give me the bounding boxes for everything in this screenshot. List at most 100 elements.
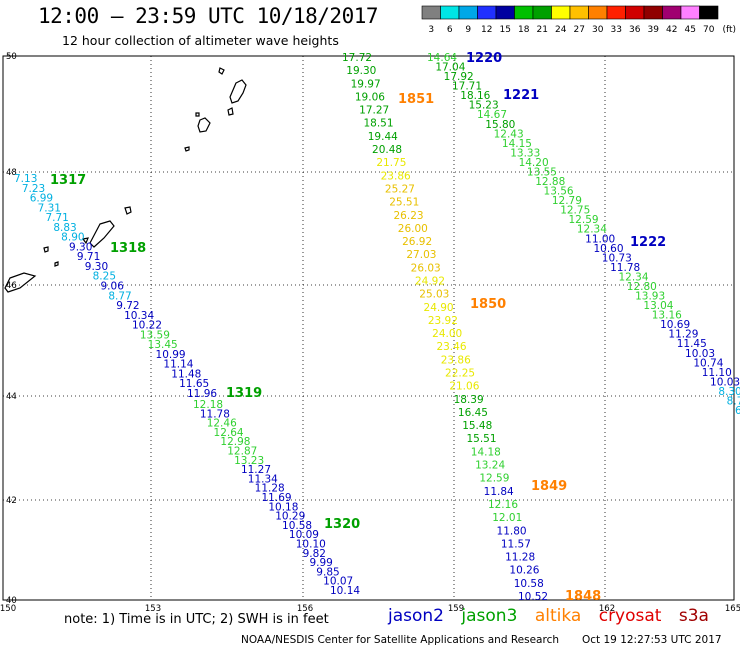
swh-value: 14.18: [471, 446, 501, 458]
swh-value: 9.85: [316, 566, 339, 578]
lat-tick-label: 48: [6, 168, 17, 178]
swh-value: 12.59: [569, 214, 599, 226]
colorbar-label: 9: [465, 25, 471, 35]
swh-value: 10.03: [685, 348, 715, 360]
swh-value: 11.57: [501, 538, 531, 550]
swh-value: 9.72: [116, 300, 139, 312]
swh-value: 10.73: [602, 252, 632, 264]
swh-value: 8.30: [718, 386, 740, 398]
pass-number-label: 1220: [466, 51, 502, 66]
colorbar-label: 42: [666, 25, 677, 35]
swh-value: 10.09: [289, 529, 319, 541]
swh-value: 11.48: [171, 368, 201, 380]
pass-number-label: 1317: [50, 173, 86, 188]
swh-value: 9.30: [69, 241, 92, 253]
swh-value: 10.58: [514, 578, 544, 590]
swh-value: 14.15: [502, 138, 532, 150]
swh-value: 12.43: [494, 128, 524, 140]
coastline: [81, 237, 89, 245]
swh-value: 12.01: [492, 512, 522, 524]
swh-value: 11.80: [497, 525, 527, 537]
swh-value: 11.45: [677, 338, 707, 350]
lon-tick-label: 150: [0, 604, 16, 614]
colorbar-label: 70: [703, 25, 715, 35]
swh-value: 11.78: [610, 262, 640, 274]
swh-value: 12.87: [227, 446, 257, 458]
swh-value: 8.83: [53, 222, 76, 234]
swh-value: 6.99: [30, 193, 53, 205]
swh-value: 10.74: [693, 357, 723, 369]
swh-value: 17.71: [452, 81, 482, 93]
swh-value: 11.69: [262, 492, 292, 504]
colorbar-label: 39: [648, 25, 660, 35]
colorbar-label: 21: [537, 25, 548, 35]
lat-tick-label: 46: [6, 281, 17, 291]
swh-value: 16.45: [458, 407, 488, 419]
colorbar-label: 30: [592, 25, 604, 35]
colorbar: 3 6 9 12 15 18 21 24 27 30 33 36 39 42 45 70 (ft): [421, 5, 736, 35]
swh-value: 10.22: [132, 320, 162, 332]
swh-value: 12.16: [488, 499, 518, 511]
swh-value: 12.75: [560, 205, 590, 217]
swh-value: 11.84: [484, 486, 514, 498]
lat-tick-label: 40: [6, 596, 17, 606]
swh-value: 10.18: [268, 501, 298, 513]
swh-value: 12.46: [207, 418, 237, 430]
coastline: [195, 112, 200, 117]
swh-value: 11.78: [200, 408, 230, 420]
lat-tick-label: 44: [6, 392, 17, 402]
lon-tick-label: 159: [448, 604, 464, 614]
swh-value: 23.86: [381, 170, 411, 182]
swh-value: 12.18: [193, 399, 223, 411]
swh-value: 15.23: [469, 100, 499, 112]
pass-number-label: 1851: [398, 92, 434, 107]
swh-value: 27.03: [406, 249, 436, 261]
swh-value: 11.65: [179, 378, 209, 390]
swh-value: 12.98: [220, 436, 250, 448]
swh-value: 25.03: [419, 289, 449, 301]
swh-value: 12.88: [535, 176, 565, 188]
colorbar-label: (ft): [722, 25, 736, 35]
swh-value: 15.80: [485, 119, 515, 131]
swh-value: 7.23: [22, 183, 45, 195]
swh-value: 11.27: [241, 464, 271, 476]
coastline: [43, 246, 49, 253]
legend-cryosat: cryosat: [598, 606, 662, 626]
swh-value: 22.25: [445, 368, 475, 380]
colorbar-label: 6: [447, 25, 453, 35]
swh-value: 21.06: [449, 381, 479, 393]
swh-value: 18.39: [454, 394, 484, 406]
coastline: [124, 206, 132, 215]
swh-value: 26.92: [402, 236, 432, 248]
swh-value: 15.51: [466, 433, 496, 445]
swh-value: 11.34: [248, 473, 278, 485]
map-title: 12:00 – 23:59 UTC 10/18/2017: [38, 4, 379, 28]
colorbar-label: 12: [481, 25, 492, 35]
swh-value: 12.79: [552, 195, 582, 207]
swh-value: 10.34: [124, 310, 154, 322]
colorbar-label: 36: [629, 25, 641, 35]
swh-value: 10.07: [323, 576, 353, 588]
swh-value: 9.30: [85, 261, 108, 273]
swh-value: 10.03: [710, 376, 740, 388]
legend-jason3: jason3: [461, 606, 518, 626]
swh-value: 13.45: [148, 339, 178, 351]
legend-s3a: s3a: [678, 606, 709, 626]
swh-value: 19.30: [346, 65, 376, 77]
coastline: [54, 261, 59, 267]
swh-value: 10.29: [275, 511, 305, 523]
swh-value: 15.48: [462, 420, 492, 432]
swh-value: 21.75: [376, 157, 406, 169]
footer-note: note: 1) Time is in UTC; 2) SWH is in fe…: [64, 612, 329, 627]
swh-value: 12.64: [214, 427, 244, 439]
coastline: [227, 107, 234, 116]
swh-value: 19.06: [355, 91, 385, 103]
swh-value: 12.80: [627, 281, 657, 293]
swh-value: 10.99: [156, 349, 186, 361]
map-subtitle: 12 hour collection of altimeter wave hei…: [62, 33, 339, 48]
swh-value: 13.04: [643, 300, 673, 312]
pass-number-label: 1848: [565, 589, 601, 604]
swh-value: 10.10: [296, 539, 326, 551]
colorbar-label: 18: [518, 25, 530, 35]
pass-number-label: 1221: [503, 88, 539, 103]
